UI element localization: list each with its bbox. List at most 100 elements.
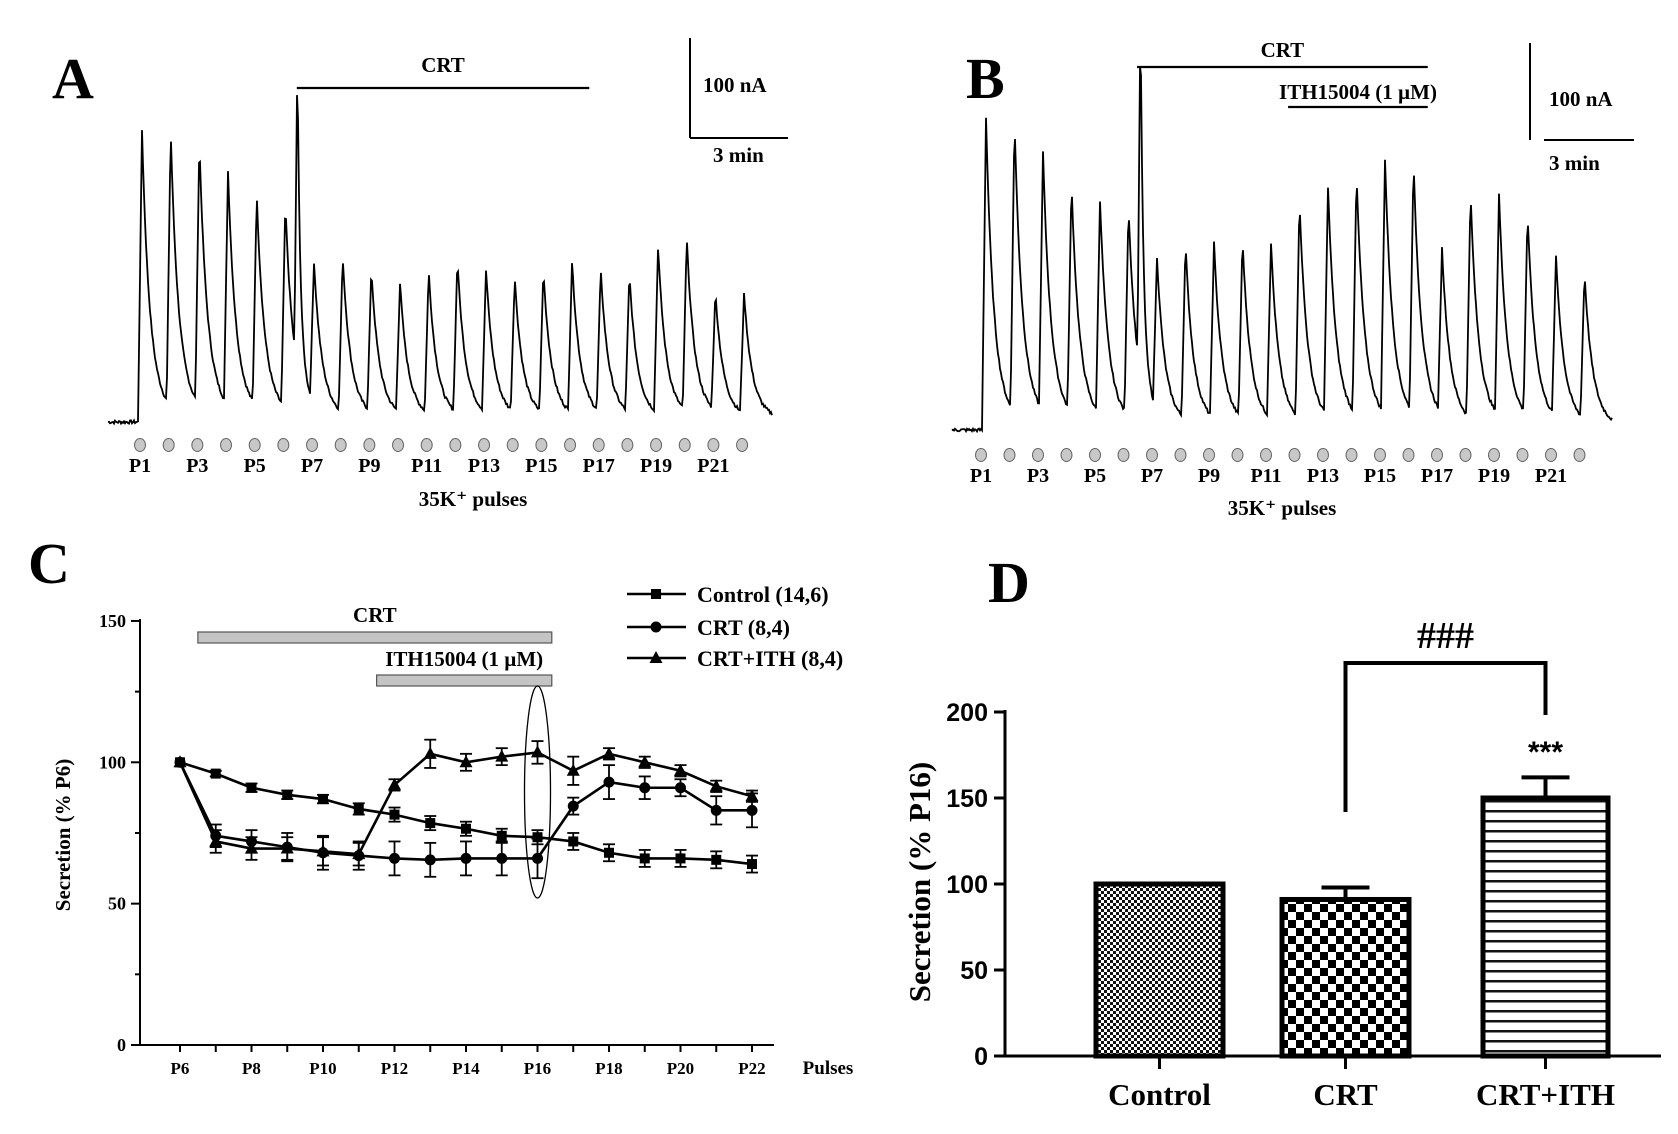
pulse-marker-dot <box>1231 448 1244 462</box>
triangle-marker <box>495 749 509 762</box>
pulse-marker-dot <box>1203 448 1215 462</box>
square-marker <box>568 836 579 847</box>
pulse-label: P3 <box>186 455 208 477</box>
panel-label: B <box>966 46 1005 111</box>
scale-bar-amplitude-label: 100 nA <box>703 73 767 97</box>
square-marker <box>425 818 436 829</box>
pulse-marker-dot <box>1032 448 1044 462</box>
triangle-marker <box>316 844 330 857</box>
pulse-marker-dot <box>220 438 233 452</box>
treatment-bar-label: CRT <box>421 53 465 77</box>
panel-d: D 0 50 100 150 200 Secretion (% P16) Control CRT… <box>902 550 1661 1112</box>
circle-marker <box>389 852 400 864</box>
panel-label: A <box>52 46 94 111</box>
pulse-label: P15 <box>1364 465 1396 487</box>
pulse-label: P3 <box>1027 465 1049 487</box>
pulse-marker-dot <box>1459 448 1472 462</box>
bar-crt <box>1279 896 1412 1059</box>
treatment-bar-label: CRT <box>353 603 397 627</box>
pulse-marker-dot <box>334 438 347 452</box>
triangle-marker <box>709 779 723 792</box>
x-tick-label: P22 <box>738 1059 765 1078</box>
pulse-label: P11 <box>411 455 442 477</box>
x-tick-label: P12 <box>381 1059 408 1078</box>
pulse-label: P1 <box>970 465 992 487</box>
pulse-marker-dot <box>1345 448 1358 462</box>
pulse-marker-dot <box>277 438 290 452</box>
x-tick-label: P10 <box>309 1059 336 1078</box>
pulse-marker-dot <box>1488 448 1500 462</box>
triangle-marker <box>423 746 437 759</box>
square-marker <box>711 854 722 865</box>
square-marker <box>532 832 543 843</box>
pulse-label: P13 <box>1307 465 1339 487</box>
y-tick-label: 100 <box>99 752 126 772</box>
x-tick-label: P8 <box>242 1059 261 1078</box>
x-axis-label: 35K⁺ pulses <box>1228 496 1337 520</box>
pulse-marker-dot <box>248 438 261 452</box>
pulse-marker-dot <box>134 438 146 452</box>
square-marker <box>210 768 221 779</box>
y-tick-label: 200 <box>946 699 988 727</box>
y-axis-label: Secretion (% P16) <box>902 762 937 1002</box>
x-tick-label: P16 <box>524 1059 551 1078</box>
x-axis-label: 35K⁺ pulses <box>419 487 528 511</box>
pulse-label: P5 <box>244 455 266 477</box>
pulse-marker-dot <box>975 448 987 462</box>
pulse-marker-dot <box>678 438 691 452</box>
triangle-marker <box>649 651 663 663</box>
square-marker <box>282 789 293 800</box>
triangle-marker <box>531 745 544 758</box>
pulse-marker-dot <box>535 438 548 452</box>
x-tick-label: P20 <box>667 1059 694 1078</box>
y-tick-label: 100 <box>946 871 988 899</box>
square-marker <box>496 830 507 841</box>
category-label: CRT+ITH <box>1476 1077 1615 1112</box>
pulse-marker-dot <box>363 438 376 452</box>
pulse-marker-dot <box>1573 448 1586 462</box>
pulse-marker-dot <box>1260 448 1272 462</box>
legend-item: CRT (8,4) <box>627 615 790 640</box>
pulse-marker-dot <box>1174 448 1187 462</box>
triangle-marker <box>245 841 258 854</box>
square-marker <box>747 859 757 870</box>
pulse-marker-dot <box>506 438 519 452</box>
x-tick-label: P6 <box>171 1059 190 1078</box>
circle-marker <box>424 854 436 866</box>
legend-label: CRT (8,4) <box>697 615 790 640</box>
pulse-label: P7 <box>1141 465 1163 487</box>
category-label: Control <box>1108 1077 1211 1112</box>
triangle-marker <box>638 755 652 768</box>
pulse-label: P15 <box>525 455 557 477</box>
panel-c: C 0 50 100 150 P6 P8 P10 P12 P14 P16 P18 P20 P22 Pulse… <box>28 531 853 1079</box>
pulse-marker-dot <box>162 438 175 452</box>
scale-bar-time-label: 3 min <box>713 143 764 167</box>
pulse-label: P1 <box>129 455 151 477</box>
significance-hash-label: ### <box>1417 615 1474 657</box>
square-marker <box>651 589 661 599</box>
triangle-marker <box>459 755 473 768</box>
pulse-label: P21 <box>1535 465 1567 487</box>
pulse-label: P9 <box>1198 465 1220 487</box>
pulse-label: P19 <box>1478 465 1510 487</box>
triangle-marker <box>173 755 187 768</box>
y-tick-label: 50 <box>108 894 126 914</box>
y-tick-label: 0 <box>117 1035 126 1055</box>
legend-label: CRT+ITH (8,4) <box>697 646 843 671</box>
pulse-marker-dot <box>1089 448 1101 462</box>
panel-b: B CRT ITH15004 (1 µM) 100 nA 3 min P1 P3 P5 P7 P9… <box>951 38 1634 520</box>
series-square <box>175 757 758 874</box>
y-tick-label: 150 <box>946 785 988 813</box>
y-axis-label: Secretion (% P6) <box>51 759 75 911</box>
x-tick-label: P18 <box>595 1059 622 1078</box>
y-tick-label: 150 <box>99 611 126 631</box>
circle-marker <box>496 852 508 864</box>
circle-marker <box>710 804 722 816</box>
pulse-label: P13 <box>468 455 500 477</box>
treatment-bar-label: CRT <box>1261 38 1305 62</box>
pulse-marker-dot <box>1060 448 1073 462</box>
x-axis-label: Pulses <box>803 1058 854 1079</box>
circle-marker <box>532 852 543 864</box>
square-marker <box>604 847 614 858</box>
panel-label: D <box>988 550 1030 615</box>
